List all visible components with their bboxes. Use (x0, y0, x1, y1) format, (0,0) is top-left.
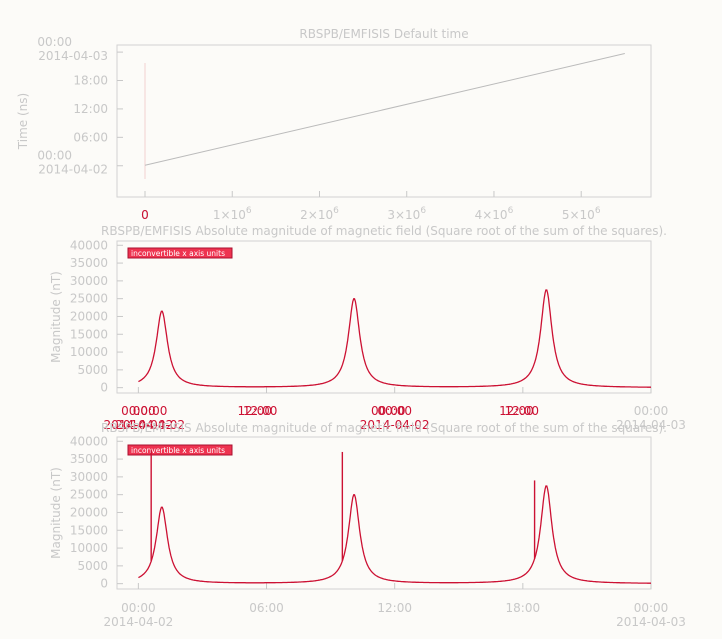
magnitude-top-x-label-red: 00:00 (371, 404, 406, 418)
magnitude-top-x-label-red: 12:00 (499, 404, 534, 418)
magnitude-top-y-tick-label: 20000 (70, 309, 108, 323)
magnitude-panel-top-annotation: inconvertible x axis units (131, 249, 225, 258)
time-x-tick-label: 1×106 (213, 206, 252, 222)
magnitude-top-x-label-red: 00:00 (121, 404, 156, 418)
magnitude-top-y-tick-label: 0 (100, 381, 108, 395)
magnitude-bottom-x-tick-label: 18:00 (506, 601, 541, 615)
magnitude-panel-bottom-annotation: inconvertible x axis units (131, 446, 225, 455)
time-y-tick-date: 2014-04-02 (38, 163, 108, 177)
magnitude-top-x-label-red: 00:00 (133, 404, 168, 418)
time-panel: RBSPB/EMFISIS Default time Time (ns) 00:… (16, 27, 652, 222)
magnitude-panel-bottom-series (138, 450, 651, 584)
magnitude-panel-bottom-annotation-box (127, 444, 233, 456)
magnitude-panel-top-series (138, 289, 651, 388)
magnitude-top-x-label-red: 12:00 (243, 404, 278, 418)
magnitude-panel-bottom-title: RBSPB/EMFISIS Absolute magnitude of magn… (101, 421, 667, 435)
magnitude-bottom-x-tick-date: 2014-04-02 (103, 615, 173, 629)
time-x-tick-label: 0 (141, 208, 149, 222)
magnitude-bottom-x-tick-date: 2014-04-03 (616, 615, 686, 629)
time-panel-ylabel: Time (ns) (16, 93, 30, 150)
magnitude-bottom-y-tick-label: 15000 (70, 523, 108, 537)
magnitude-bottom-x-tick-label: 00:00 (121, 601, 156, 615)
magnitude-bottom-y-tick-label: 20000 (70, 505, 108, 519)
magnitude-panel-top-frame (116, 240, 652, 394)
time-x-tick-label: 5×106 (562, 206, 601, 222)
magnitude-bottom-y-tick-label: 0 (100, 577, 108, 591)
time-series-line (144, 53, 625, 166)
magnitude-top-y-tick-label: 10000 (70, 345, 108, 359)
time-panel-series (144, 53, 625, 179)
time-panel-frame (116, 44, 652, 198)
magnitude-top-y-tick-label: 15000 (70, 327, 108, 341)
magnitude-top-x-label-red: 2014-04-02 (115, 418, 185, 432)
magnitude-panel-top: RBSPB/EMFISIS Absolute magnitude of magn… (49, 224, 686, 432)
magnitude-bottom-x-tick-label: 06:00 (249, 601, 284, 615)
time-x-tick-label: 4×106 (475, 206, 514, 222)
magnitude-top-y-tick-label: 30000 (70, 274, 108, 288)
magnitude-bottom-y-tick-label: 35000 (70, 452, 108, 466)
magnitude-top-x-label-red: 12:00 (237, 404, 272, 418)
magnitude-bottom-x-tick-label: 12:00 (377, 601, 412, 615)
time-x-tick-label: 3×106 (387, 206, 426, 222)
magnitude-top-y-tick-label: 25000 (70, 292, 108, 306)
magnitude-panel-top-x-ticks: 00:0000:002014-04-022014-04-0212:0012:00… (103, 387, 686, 432)
magnitude-top-x-label-red: 00:00 (377, 404, 412, 418)
magnitude-bottom-y-tick-label: 25000 (70, 488, 108, 502)
magnitude-bottom-y-tick-label: 30000 (70, 470, 108, 484)
time-x-red-marker: 0 (141, 208, 149, 222)
magnitude-panel-bottom-frame (116, 436, 652, 590)
magnitude-panel-top-ylabel: Magnitude (nT) (49, 271, 63, 363)
time-y-tick-label: 06:00 (73, 130, 108, 144)
time-panel-y-ticks: 00:002014-04-0318:0012:0006:0000:002014-… (37, 35, 123, 177)
time-y-tick-label: 18:00 (73, 74, 108, 88)
magnitude-panel-bottom-y-ticks: 0 5000 10000 15000 20000 25000 30000 35000 40000 (70, 434, 123, 591)
time-y-tick-label: 12:00 (73, 102, 108, 116)
time-panel-title: RBSPB/EMFISIS Default time (299, 27, 468, 41)
magnitude-panel-bottom: RBSPB/EMFISIS Absolute magnitude of magn… (49, 421, 686, 629)
magnitude-top-y-tick-label: 40000 (70, 238, 108, 252)
magnitude-bottom-x-tick-label: 00:00 (634, 601, 669, 615)
magnitude-top-y-tick-label: 5000 (77, 363, 108, 377)
magnitude-top-x-label: 00:00 (634, 404, 669, 418)
time-x-tick-label: 2×106 (300, 206, 339, 222)
magnitude-top-x-label-red: 2014-04-02 (360, 418, 430, 432)
magnitude-bottom-y-tick-label: 40000 (70, 434, 108, 448)
magnitude-bottom-y-tick-label: 5000 (77, 559, 108, 573)
magnitude-panel-top-annotation-box (127, 247, 233, 259)
magnitude-top-magnitude-line (138, 289, 651, 388)
magnitude-panel-top-title: RBSPB/EMFISIS Absolute magnitude of magn… (101, 224, 667, 238)
time-y-tick-label: 00:00 (37, 35, 72, 49)
magnitude-bottom-magnitude-line (138, 485, 651, 584)
time-y-tick-label: 00:00 (37, 149, 72, 163)
magnitude-bottom-y-tick-label: 10000 (70, 541, 108, 555)
time-y-tick-date: 2014-04-03 (38, 49, 108, 63)
magnitude-panel-bottom-ylabel: Magnitude (nT) (49, 467, 63, 559)
magnitude-top-x-label-red: 12:00 (504, 404, 539, 418)
magnitude-top-x-label: 2014-04-03 (616, 418, 686, 432)
magnitude-top-x-label-red: 2014-04-02 (103, 418, 173, 432)
magnitude-panel-top-y-ticks: 0 5000 10000 15000 20000 25000 30000 35000 40000 (70, 238, 123, 395)
magnitude-top-y-tick-label: 35000 (70, 256, 108, 270)
